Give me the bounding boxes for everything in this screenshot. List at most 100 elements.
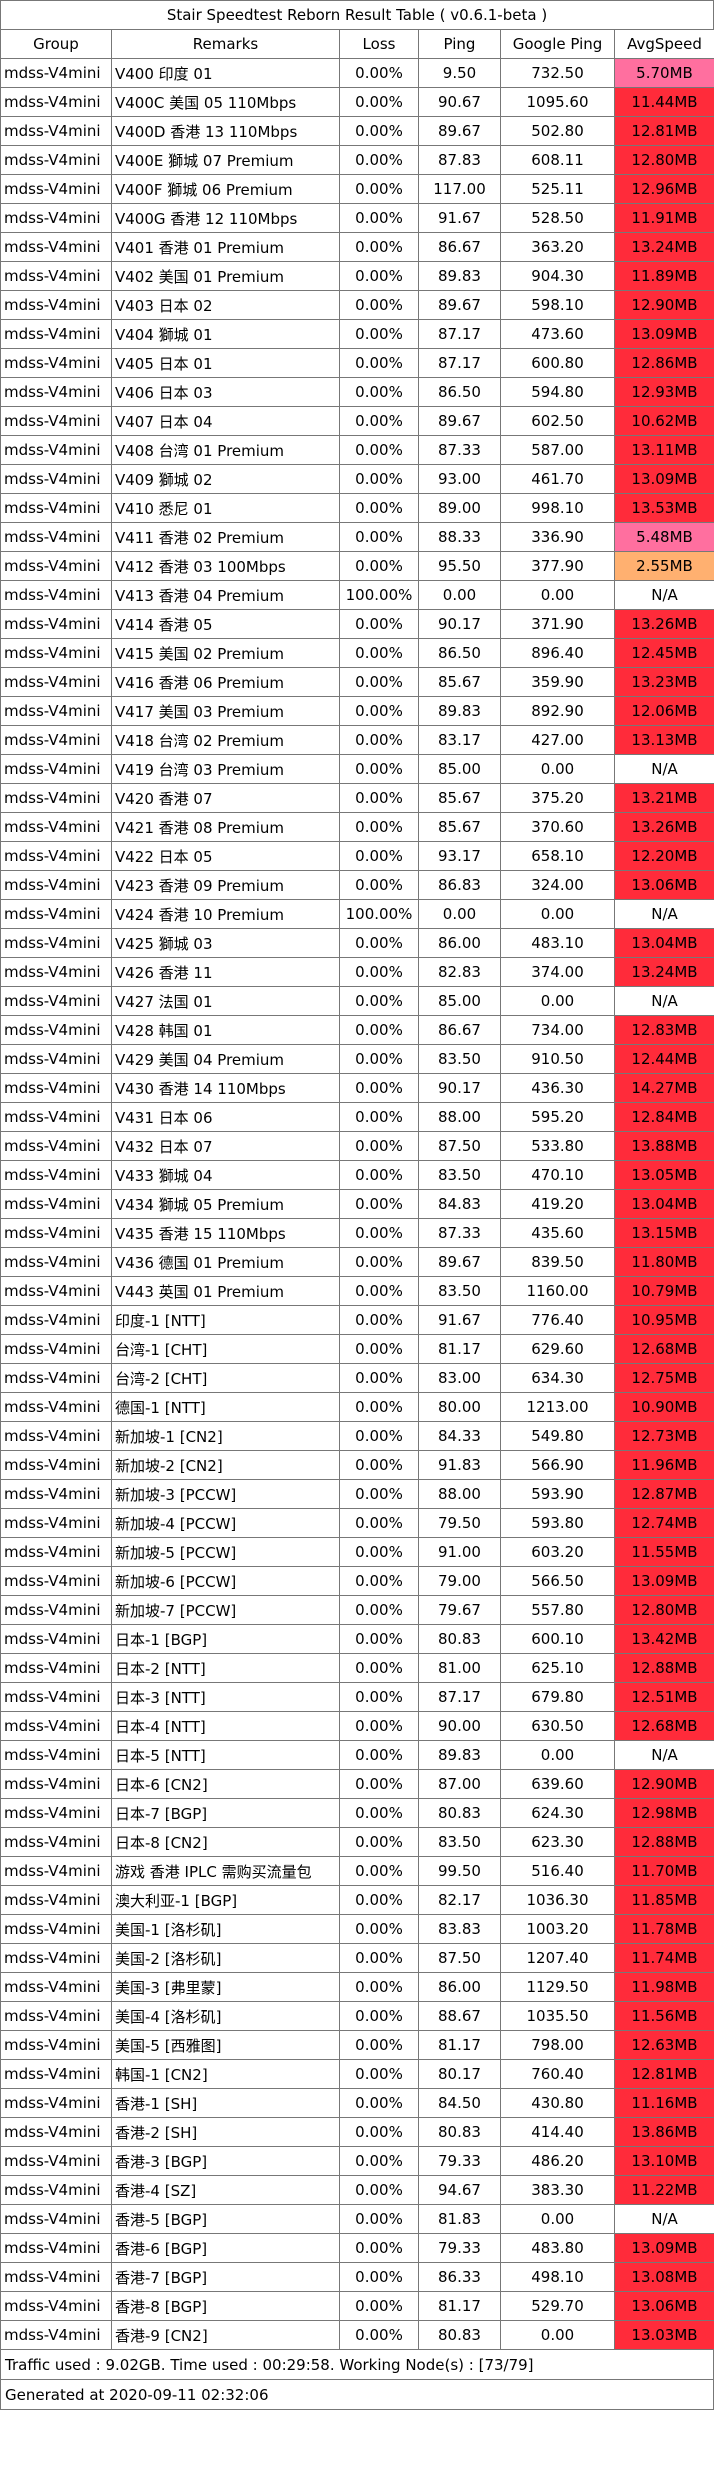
ping-cell: 89.67: [418, 116, 501, 146]
avg-speed-cell: 13.03MB: [614, 2320, 714, 2350]
google-ping-cell: 374.00: [500, 957, 615, 987]
group-cell: mdss-V4mini: [0, 1856, 112, 1886]
google-ping-cell: 839.50: [500, 1247, 615, 1277]
group-cell: mdss-V4mini: [0, 841, 112, 871]
avg-speed-cell: 11.70MB: [614, 1856, 714, 1886]
remarks-cell: V419 台湾 03 Premium: [111, 754, 340, 784]
loss-cell: 0.00%: [339, 2233, 419, 2263]
group-cell: mdss-V4mini: [0, 2146, 112, 2176]
table-row: mdss-V4mini 日本-8 [CN2] 0.00% 83.50 623.30 12.…: [0, 1827, 714, 1857]
avg-speed-cell: 11.98MB: [614, 1972, 714, 2002]
ping-cell: 86.00: [418, 1972, 501, 2002]
loss-cell: 0.00%: [339, 1073, 419, 1103]
ping-cell: 80.83: [418, 1624, 501, 1654]
table-row: mdss-V4mini V410 悉尼 01 0.00% 89.00 998.10 13.…: [0, 493, 714, 523]
loss-cell: 0.00%: [339, 261, 419, 291]
group-cell: mdss-V4mini: [0, 261, 112, 291]
google-ping-cell: 528.50: [500, 203, 615, 233]
google-ping-cell: 549.80: [500, 1421, 615, 1451]
group-cell: mdss-V4mini: [0, 2291, 112, 2321]
table-row: mdss-V4mini 台湾-2 [CHT] 0.00% 83.00 634.30 12.…: [0, 1363, 714, 1393]
group-cell: mdss-V4mini: [0, 1711, 112, 1741]
loss-cell: 100.00%: [339, 580, 419, 610]
remarks-cell: V432 日本 07: [111, 1131, 340, 1161]
group-cell: mdss-V4mini: [0, 2262, 112, 2292]
table-row: mdss-V4mini V417 美国 03 Premium 0.00% 89.83 8…: [0, 696, 714, 726]
remarks-cell: 澳大利亚-1 [BGP]: [111, 1885, 340, 1915]
ping-cell: 89.67: [418, 406, 501, 436]
loss-cell: 0.00%: [339, 2059, 419, 2089]
remarks-cell: 台湾-2 [CHT]: [111, 1363, 340, 1393]
group-cell: mdss-V4mini: [0, 1392, 112, 1422]
google-ping-cell: 370.60: [500, 812, 615, 842]
table-row: mdss-V4mini V424 香港 10 Premium 100.00% 0.00…: [0, 899, 714, 929]
table-row: mdss-V4mini V443 英国 01 Premium 0.00% 83.50 1…: [0, 1276, 714, 1306]
google-ping-cell: 602.50: [500, 406, 615, 436]
remarks-cell: V428 韩国 01: [111, 1015, 340, 1045]
table-row: mdss-V4mini 日本-3 [NTT] 0.00% 87.17 679.80 12.…: [0, 1682, 714, 1712]
google-ping-cell: 0.00: [500, 754, 615, 784]
loss-cell: 0.00%: [339, 1334, 419, 1364]
table-row: mdss-V4mini V412 香港 03 100Mbps 0.00% 95.50 3…: [0, 551, 714, 581]
group-cell: mdss-V4mini: [0, 1508, 112, 1538]
avg-speed-cell: 11.96MB: [614, 1450, 714, 1480]
remarks-cell: V434 獅城 05 Premium: [111, 1189, 340, 1219]
remarks-cell: V433 獅城 04: [111, 1160, 340, 1190]
ping-cell: 79.00: [418, 1566, 501, 1596]
loss-cell: 0.00%: [339, 1044, 419, 1074]
avg-speed-cell: 13.09MB: [614, 1566, 714, 1596]
loss-cell: 0.00%: [339, 464, 419, 494]
table-row: mdss-V4mini 日本-4 [NTT] 0.00% 90.00 630.50 12.…: [0, 1711, 714, 1741]
table-row: mdss-V4mini 韩国-1 [CN2] 0.00% 80.17 760.40 12.…: [0, 2059, 714, 2089]
google-ping-cell: 603.20: [500, 1537, 615, 1567]
ping-cell: 91.67: [418, 203, 501, 233]
ping-cell: 87.83: [418, 145, 501, 175]
table-row: mdss-V4mini V409 獅城 02 0.00% 93.00 461.70 13.…: [0, 464, 714, 494]
loss-cell: 0.00%: [339, 841, 419, 871]
google-ping-cell: 0.00: [500, 986, 615, 1016]
ping-cell: 80.83: [418, 2320, 501, 2350]
avg-speed-cell: N/A: [614, 899, 714, 929]
ping-cell: 86.50: [418, 638, 501, 668]
google-ping-cell: 336.90: [500, 522, 615, 552]
remarks-cell: 香港-3 [BGP]: [111, 2146, 340, 2176]
avg-speed-cell: 12.45MB: [614, 638, 714, 668]
google-ping-cell: 1129.50: [500, 1972, 615, 2002]
google-ping-cell: 629.60: [500, 1334, 615, 1364]
avg-speed-cell: 13.09MB: [614, 464, 714, 494]
table-row: mdss-V4mini V411 香港 02 Premium 0.00% 88.33 3…: [0, 522, 714, 552]
avg-speed-cell: 13.13MB: [614, 725, 714, 755]
table-row: mdss-V4mini V415 美国 02 Premium 0.00% 86.50 8…: [0, 638, 714, 668]
table-row: mdss-V4mini 香港-9 [CN2] 0.00% 80.83 0.00 13.03…: [0, 2320, 714, 2350]
remarks-cell: 香港-6 [BGP]: [111, 2233, 340, 2263]
group-cell: mdss-V4mini: [0, 725, 112, 755]
google-ping-cell: 1160.00: [500, 1276, 615, 1306]
group-cell: mdss-V4mini: [0, 1682, 112, 1712]
ping-cell: 81.17: [418, 2030, 501, 2060]
remarks-cell: V414 香港 05: [111, 609, 340, 639]
remarks-cell: 德国-1 [NTT]: [111, 1392, 340, 1422]
group-cell: mdss-V4mini: [0, 319, 112, 349]
avg-speed-cell: 13.09MB: [614, 2233, 714, 2263]
google-ping-cell: 0.00: [500, 1740, 615, 1770]
table-row: mdss-V4mini V413 香港 04 Premium 100.00% 0.00…: [0, 580, 714, 610]
ping-cell: 80.83: [418, 2117, 501, 2147]
remarks-cell: V402 美国 01 Premium: [111, 261, 340, 291]
loss-cell: 0.00%: [339, 174, 419, 204]
google-ping-cell: 630.50: [500, 1711, 615, 1741]
table-row: mdss-V4mini V414 香港 05 0.00% 90.17 371.90 13.…: [0, 609, 714, 639]
google-ping-cell: 427.00: [500, 725, 615, 755]
ping-cell: 79.33: [418, 2146, 501, 2176]
table-row: mdss-V4mini 新加坡-7 [PCCW] 0.00% 79.67 557.80 1…: [0, 1595, 714, 1625]
group-cell: mdss-V4mini: [0, 986, 112, 1016]
google-ping-cell: 732.50: [500, 58, 615, 88]
loss-cell: 0.00%: [339, 1653, 419, 1683]
table-row: mdss-V4mini 游戏 香港 IPLC 需购买流量包 0.00% 99.50 51…: [0, 1856, 714, 1886]
group-cell: mdss-V4mini: [0, 435, 112, 465]
group-cell: mdss-V4mini: [0, 1218, 112, 1248]
avg-speed-cell: 2.55MB: [614, 551, 714, 581]
google-ping-cell: 486.20: [500, 2146, 615, 2176]
loss-cell: 0.00%: [339, 1885, 419, 1915]
ping-cell: 87.00: [418, 1769, 501, 1799]
ping-cell: 86.50: [418, 377, 501, 407]
